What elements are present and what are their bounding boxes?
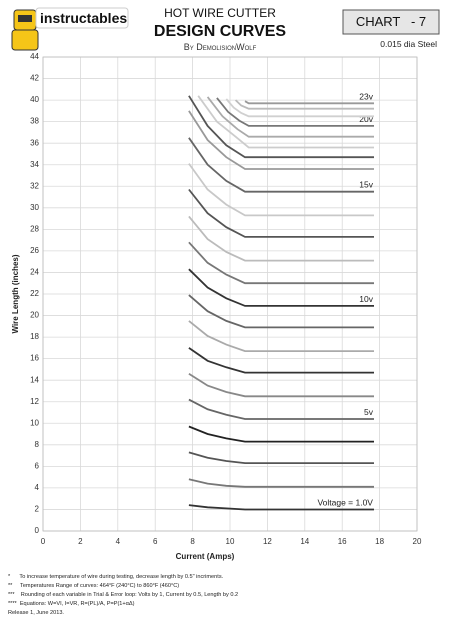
y-tick-label: 8 — [35, 440, 40, 449]
y-tick-label: 26 — [30, 246, 39, 255]
x-axis-title: Current (Amps) — [176, 552, 235, 561]
curve-label: 10v — [359, 294, 373, 304]
curve-label: 20v — [359, 114, 373, 124]
curve — [225, 98, 374, 118]
x-tick-label: 16 — [338, 537, 347, 546]
y-tick-label: 40 — [30, 95, 39, 104]
author: By DemolisionWolf — [184, 42, 257, 52]
curve — [244, 100, 374, 105]
footnote: Release 1, June 2013. — [8, 610, 64, 616]
footnote: * To increase temperature of wire during… — [8, 574, 224, 580]
y-tick-label: 36 — [30, 138, 39, 147]
y-tick-label: 32 — [30, 181, 39, 190]
y-tick-label: 22 — [30, 289, 39, 298]
curve-label: 5v — [364, 407, 374, 417]
y-tick-label: 12 — [30, 397, 39, 406]
plot-frame — [42, 56, 418, 532]
curve — [206, 96, 374, 138]
curve — [188, 320, 374, 352]
x-tick-label: 8 — [190, 537, 195, 546]
curve — [197, 95, 374, 149]
x-tick-label: 10 — [226, 537, 235, 546]
footnote: ** Temperatures Range of curves: 464°F (… — [8, 583, 179, 589]
curve — [234, 99, 374, 110]
x-tick-label: 0 — [41, 537, 46, 546]
curve — [188, 163, 374, 217]
chart-id-box — [342, 9, 440, 35]
curve — [188, 268, 374, 307]
curve — [188, 215, 374, 262]
curve — [188, 504, 374, 511]
logo-text: instructables — [40, 10, 127, 26]
x-tick-label: 18 — [375, 537, 384, 546]
robot-body — [11, 29, 39, 51]
logo-box — [35, 7, 129, 29]
curve — [188, 188, 374, 238]
y-tick-label: 2 — [35, 505, 40, 514]
logo: instructables — [11, 7, 129, 51]
y-tick-label: 24 — [30, 268, 39, 277]
y-tick-label: 20 — [30, 311, 39, 320]
chart-id: CHART - 7 — [356, 14, 426, 29]
footnote: *** Rounding of each variable in Trial &… — [8, 592, 238, 598]
curve-label: 23v — [359, 91, 373, 101]
curve — [188, 372, 374, 398]
material: 0.015 dia Steel — [380, 39, 437, 49]
y-tick-label: 30 — [30, 203, 39, 212]
x-tick-label: 12 — [263, 537, 272, 546]
curve — [188, 398, 374, 420]
x-tick-label: 6 — [153, 537, 158, 546]
y-tick-label: 18 — [30, 332, 39, 341]
y-axis-title: Wire Length (inches) — [11, 254, 20, 333]
curve — [188, 294, 374, 329]
x-tick-label: 4 — [116, 537, 121, 546]
y-tick-label: 44 — [30, 52, 39, 61]
y-tick-label: 6 — [35, 461, 40, 470]
curve — [188, 110, 374, 170]
curve — [216, 97, 374, 127]
x-tick-label: 20 — [413, 537, 422, 546]
y-tick-label: 14 — [30, 375, 39, 384]
robot-eyes — [18, 15, 32, 22]
curve — [188, 425, 374, 443]
y-tick-label: 38 — [30, 117, 39, 126]
y-tick-label: 16 — [30, 354, 39, 363]
curve — [188, 347, 374, 374]
curve — [188, 95, 374, 159]
title: HOT WIRE CUTTER — [164, 6, 276, 20]
x-tick-label: 14 — [300, 537, 309, 546]
y-tick-label: 0 — [35, 526, 40, 535]
y-tick-label: 4 — [35, 483, 40, 492]
subtitle: DESIGN CURVES — [154, 23, 287, 40]
y-tick-label: 34 — [30, 160, 39, 169]
x-tick-label: 2 — [78, 537, 83, 546]
footnote: **** Equations: W=VI, I=VR, R=(PL)/A, P=… — [8, 601, 135, 607]
y-tick-label: 28 — [30, 224, 39, 233]
curve — [188, 451, 374, 464]
curve — [188, 137, 374, 193]
curve-label: 15v — [359, 180, 373, 190]
curve — [188, 241, 374, 285]
y-tick-label: 10 — [30, 418, 39, 427]
curve-label: Voltage = 1.0V — [317, 497, 373, 507]
curve — [188, 478, 374, 488]
y-tick-label: 42 — [30, 74, 39, 83]
